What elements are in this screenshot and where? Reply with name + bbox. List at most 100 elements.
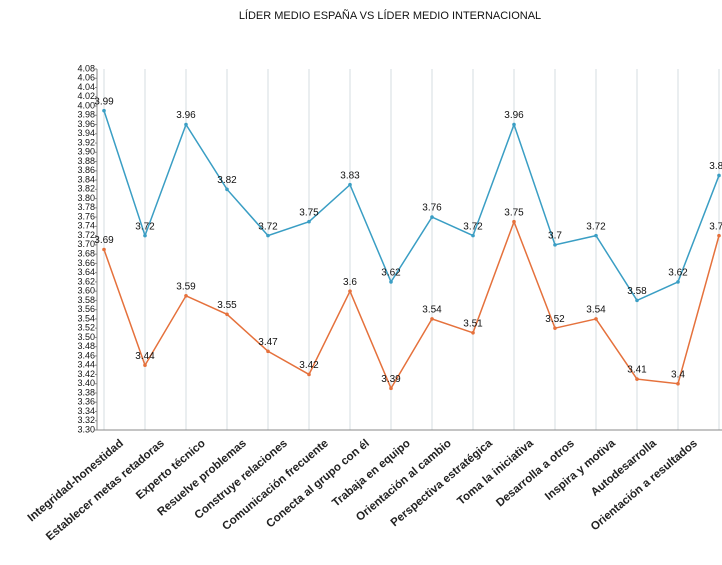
data-label: 3.42 xyxy=(299,360,319,371)
y-tick-label: 3.56 xyxy=(77,304,95,314)
data-label: 3.55 xyxy=(217,300,237,311)
y-tick-label: 3.34 xyxy=(77,406,95,416)
data-label: 3.96 xyxy=(504,110,524,121)
point xyxy=(143,363,147,368)
data-label: 3.83 xyxy=(340,170,360,181)
data-label: 3.41 xyxy=(627,365,647,376)
point xyxy=(594,233,598,238)
y-tick-label: 4.00 xyxy=(77,100,95,110)
point xyxy=(553,326,557,330)
data-label: 3.6 xyxy=(343,277,357,288)
y-tick-label: 3.84 xyxy=(77,174,95,184)
data-label: 3.82 xyxy=(217,175,237,186)
series-line xyxy=(103,219,720,391)
point xyxy=(225,187,229,192)
y-tick-label: 3.88 xyxy=(77,156,95,166)
point xyxy=(266,349,270,354)
y-tick-label: 3.82 xyxy=(77,184,95,194)
point xyxy=(348,289,352,293)
point xyxy=(266,233,270,238)
y-tick-label: 3.36 xyxy=(77,397,95,407)
y-tick-label: 3.62 xyxy=(77,276,95,286)
data-label: 3.39 xyxy=(381,374,401,385)
data-label: 3.72 xyxy=(586,221,606,232)
data-label: 3.54 xyxy=(422,305,442,316)
point xyxy=(389,280,393,284)
data-label: 3.75 xyxy=(504,207,524,218)
point xyxy=(225,312,229,317)
y-tick-label: 3.92 xyxy=(77,137,95,147)
data-label: 3.75 xyxy=(299,207,319,218)
data-label: 3.54 xyxy=(586,305,606,316)
y-tick-label: 3.86 xyxy=(77,165,95,175)
y-tick-label: 4.02 xyxy=(77,91,95,101)
chart-title: LÍDER MEDIO ESPAÑA VS LÍDER MEDIO INTERN… xyxy=(239,9,541,22)
point xyxy=(307,219,311,224)
point xyxy=(348,182,352,187)
x-tick-label: Toma la iniciativa xyxy=(455,437,536,508)
point xyxy=(430,215,434,219)
point xyxy=(594,317,598,321)
y-tick-label: 3.50 xyxy=(77,332,95,342)
data-label: 3.62 xyxy=(381,268,401,279)
y-tick-label: 4.08 xyxy=(77,63,95,73)
y-tick-label: 3.38 xyxy=(77,387,95,397)
point xyxy=(184,293,188,298)
series-line xyxy=(103,110,720,302)
data-label: 3.96 xyxy=(176,110,196,121)
data-label: 3.72 xyxy=(258,221,278,232)
point xyxy=(471,233,475,238)
data-label: 3.44 xyxy=(135,351,155,362)
point xyxy=(553,243,557,247)
y-tick-label: 3.42 xyxy=(77,369,95,379)
y-tick-label: 3.60 xyxy=(77,286,95,296)
data-label: 3.99 xyxy=(94,96,114,107)
point xyxy=(676,280,680,284)
data-label: 3.69 xyxy=(94,235,114,246)
x-tick-label: Experto técnico xyxy=(134,437,208,502)
y-tick-label: 3.94 xyxy=(77,128,95,138)
point xyxy=(184,122,188,127)
point xyxy=(389,386,393,391)
y-tick-label: 3.78 xyxy=(77,202,95,212)
y-tick-label: 3.76 xyxy=(77,211,95,221)
data-label: 3.72 xyxy=(463,221,483,232)
y-tick-label: 3.66 xyxy=(77,258,95,268)
data-label: 3.72 xyxy=(709,221,722,232)
data-label: 3.72 xyxy=(135,221,155,232)
x-tick-label: Desarrolla a otros xyxy=(494,437,577,509)
y-tick-label: 3.80 xyxy=(77,193,95,203)
data-label: 3.47 xyxy=(258,337,278,348)
y-tick-label: 3.70 xyxy=(77,239,95,249)
data-label: 3.7 xyxy=(548,231,562,242)
point xyxy=(471,331,475,335)
point xyxy=(102,108,106,113)
y-tick-label: 3.64 xyxy=(77,267,95,277)
point xyxy=(102,247,106,252)
point xyxy=(512,122,516,127)
point xyxy=(635,377,639,381)
y-tick-label: 3.72 xyxy=(77,230,95,240)
y-tick-label: 3.52 xyxy=(77,323,95,333)
point xyxy=(676,381,680,386)
data-label: 3.76 xyxy=(422,203,442,214)
point xyxy=(635,298,639,303)
data-label: 3.51 xyxy=(463,318,483,329)
y-tick-label: 3.46 xyxy=(77,350,95,360)
data-label: 3.85 xyxy=(709,161,722,172)
point xyxy=(143,233,147,238)
point xyxy=(512,219,516,224)
data-label: 3.4 xyxy=(671,369,685,380)
y-tick-label: 3.68 xyxy=(77,249,95,259)
data-label: 3.52 xyxy=(545,314,565,325)
y-tick-label: 3.90 xyxy=(77,147,95,157)
y-tick-label: 3.74 xyxy=(77,221,95,231)
y-tick-label: 3.96 xyxy=(77,119,95,129)
data-label: 3.62 xyxy=(668,268,688,279)
y-tick-label: 3.48 xyxy=(77,341,95,351)
y-tick-label: 3.44 xyxy=(77,360,95,370)
y-tick-label: 3.30 xyxy=(77,424,95,434)
x-tick-label: Inspira y motiva xyxy=(543,437,618,503)
